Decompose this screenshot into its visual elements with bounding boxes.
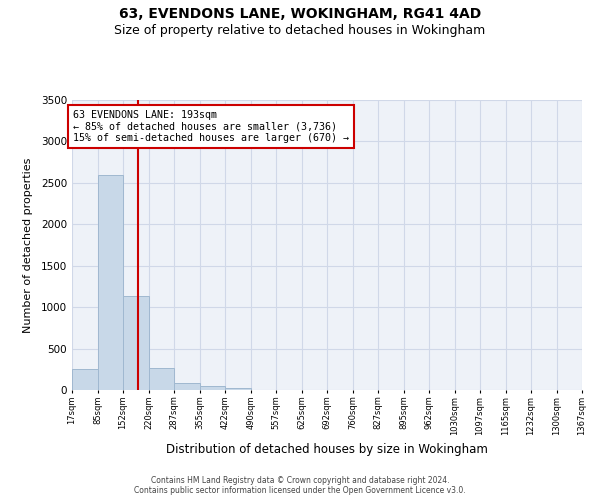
Bar	[200, 386, 226, 390]
Bar	[72, 370, 98, 390]
Bar	[98, 174, 124, 390]
Bar	[149, 368, 175, 390]
Bar	[174, 382, 200, 390]
Text: Contains HM Land Registry data © Crown copyright and database right 2024.
Contai: Contains HM Land Registry data © Crown c…	[134, 476, 466, 495]
Text: Distribution of detached houses by size in Wokingham: Distribution of detached houses by size …	[166, 442, 488, 456]
Text: 63 EVENDONS LANE: 193sqm
← 85% of detached houses are smaller (3,736)
15% of sem: 63 EVENDONS LANE: 193sqm ← 85% of detach…	[73, 110, 349, 143]
Y-axis label: Number of detached properties: Number of detached properties	[23, 158, 32, 332]
Bar	[123, 296, 149, 390]
Text: Size of property relative to detached houses in Wokingham: Size of property relative to detached ho…	[115, 24, 485, 37]
Text: 63, EVENDONS LANE, WOKINGHAM, RG41 4AD: 63, EVENDONS LANE, WOKINGHAM, RG41 4AD	[119, 8, 481, 22]
Bar	[225, 388, 251, 390]
